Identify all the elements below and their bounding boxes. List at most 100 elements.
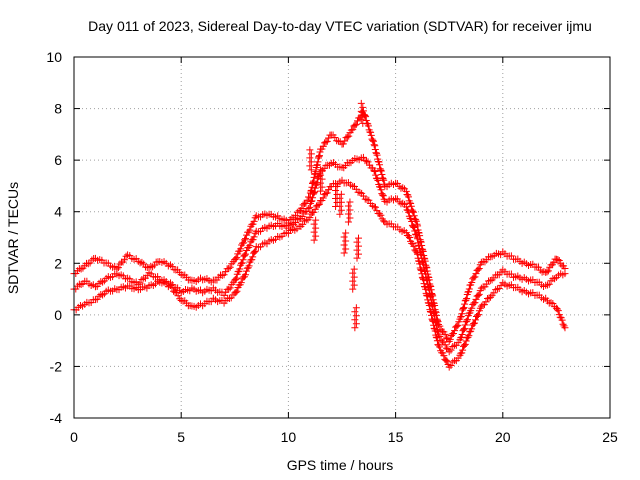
point-spikes	[332, 187, 340, 195]
point-band-high	[168, 263, 176, 271]
point-band-mid	[250, 233, 258, 241]
point-band-high	[362, 116, 370, 124]
point-band-low	[251, 247, 259, 255]
point-band-low	[445, 363, 453, 371]
point-band-high	[393, 179, 401, 187]
point-band-high	[245, 228, 253, 236]
point-band-mid	[293, 216, 301, 224]
point-band-high	[418, 242, 426, 250]
point-band-high	[351, 121, 359, 129]
point-band-mid	[483, 280, 491, 288]
point-band-high	[306, 193, 314, 201]
point-band-high	[240, 239, 248, 247]
point-band-high	[237, 245, 245, 253]
point-band-high	[468, 278, 476, 286]
point-band-mid	[134, 281, 142, 289]
x-tick-label: 10	[281, 429, 297, 445]
point-band-high	[409, 207, 417, 215]
point-band-low	[547, 299, 555, 307]
point-band-low	[553, 305, 561, 313]
point-band-high	[369, 136, 377, 144]
point-band-low	[319, 194, 327, 202]
point-spikes	[349, 285, 357, 293]
point-band-high	[341, 137, 349, 145]
point-band-high	[449, 330, 457, 338]
point-band-low	[554, 307, 562, 315]
point-band-low	[442, 356, 450, 364]
point-band-low	[311, 205, 319, 213]
point-band-high	[420, 254, 428, 262]
point-band-high	[334, 137, 342, 145]
point-band-high	[543, 268, 551, 276]
axis-ticks: 0 5 10 15 20 25 -4 -2 0 2 4 6 8 10	[46, 49, 618, 445]
point-band-high	[314, 158, 322, 166]
point-band-low	[454, 354, 462, 362]
point-band-mid	[311, 188, 319, 196]
point-spikes	[306, 146, 314, 154]
point-band-high	[458, 310, 466, 318]
point-band-low	[473, 312, 481, 320]
point-band-high	[345, 132, 353, 140]
point-band-low	[549, 300, 557, 308]
point-spikes	[340, 249, 348, 257]
point-band-mid	[468, 304, 476, 312]
point-band-low	[242, 267, 250, 275]
point-band-mid	[238, 259, 246, 267]
point-spikes	[349, 269, 357, 277]
point-band-high	[136, 259, 144, 267]
point-band-high	[378, 170, 386, 178]
plot-frame	[73, 56, 611, 419]
point-band-high	[141, 263, 149, 271]
point-band-high	[555, 256, 563, 264]
point-band-mid	[434, 331, 442, 339]
point-band-mid	[363, 157, 371, 165]
point-band-high	[307, 187, 315, 195]
point-spikes	[353, 238, 361, 246]
point-band-mid	[399, 199, 407, 207]
point-band-mid	[311, 184, 319, 192]
point-band-mid	[477, 284, 485, 292]
point-band-mid	[245, 243, 253, 251]
point-band-high	[114, 264, 122, 272]
point-band-mid	[464, 316, 472, 324]
point-band-low	[447, 362, 455, 370]
point-band-mid	[393, 195, 401, 203]
point-band-low	[368, 202, 376, 210]
point-band-low	[314, 201, 322, 209]
point-band-high	[446, 335, 454, 343]
point-band-high	[308, 183, 316, 191]
point-band-mid	[463, 317, 471, 325]
point-band-high	[286, 216, 294, 224]
point-spikes	[355, 250, 363, 258]
point-band-high	[310, 173, 318, 181]
y-tick-label: 2	[54, 255, 62, 271]
point-band-high	[472, 270, 480, 278]
point-band-high	[293, 208, 301, 216]
point-band-high	[349, 126, 357, 134]
point-band-high	[113, 265, 121, 273]
point-band-mid	[377, 186, 385, 194]
point-band-mid	[475, 290, 483, 298]
point-band-mid	[93, 282, 101, 290]
point-band-low	[482, 298, 490, 306]
point-spikes	[344, 210, 352, 218]
point-band-mid	[306, 203, 314, 211]
point-band-high	[417, 238, 425, 246]
point-band-mid	[226, 284, 234, 292]
point-band-mid	[246, 242, 254, 250]
point-band-low	[97, 291, 105, 299]
y-tick-label: -4	[50, 410, 63, 426]
point-band-high	[364, 122, 372, 130]
point-spikes	[337, 198, 345, 206]
point-spikes	[312, 232, 320, 240]
point-band-high	[250, 217, 258, 225]
point-band-mid	[239, 256, 247, 264]
point-band-high	[333, 137, 341, 145]
point-band-low	[461, 340, 469, 348]
point-band-mid	[95, 279, 103, 287]
point-spikes	[310, 236, 318, 244]
point-spikes	[357, 107, 365, 115]
point-band-low	[250, 248, 258, 256]
point-band-high	[436, 322, 444, 330]
